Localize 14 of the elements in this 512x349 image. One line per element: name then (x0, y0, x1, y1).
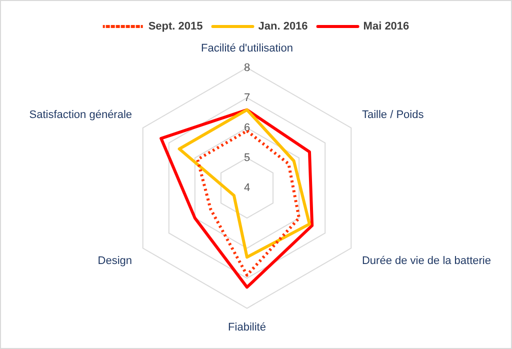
spoke-label: Design (98, 255, 132, 268)
spoke-label: Taille / Poids (362, 109, 424, 122)
legend-label: Mai 2016 (363, 20, 410, 33)
legend-label: Sept. 2015 (148, 20, 203, 33)
spoke-label: Fiabilité (228, 321, 266, 334)
y-tick-label: 4 (244, 182, 250, 194)
y-tick-label: 6 (244, 122, 250, 134)
y-tick-label: 7 (244, 92, 250, 104)
legend-label: Jan. 2016 (258, 20, 308, 33)
y-tick-label: 5 (244, 152, 250, 164)
y-tick-label: 8 (244, 62, 250, 74)
spoke-label: Durée de vie de la batterie (362, 255, 491, 268)
spoke-label: Facilité d'utilisation (201, 42, 293, 55)
spoke-label: Satisfaction générale (29, 109, 132, 122)
